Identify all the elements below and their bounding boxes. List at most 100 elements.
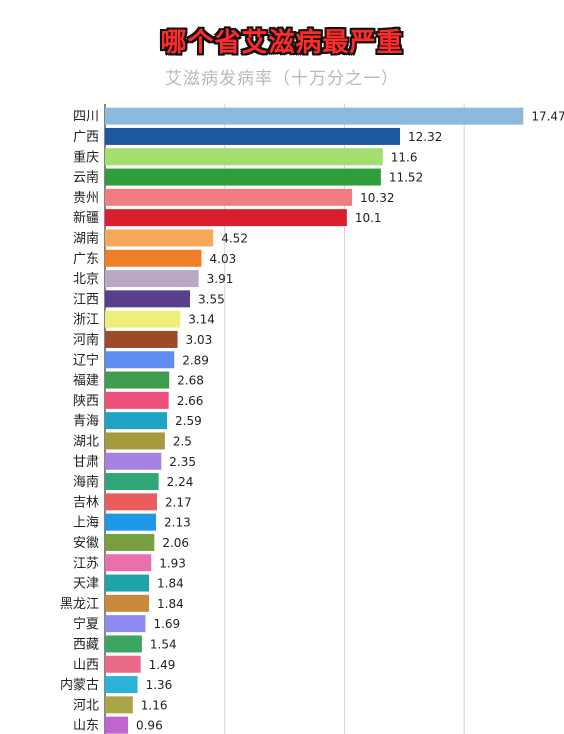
bar: [105, 168, 381, 186]
bar: [105, 249, 202, 267]
category-label: 河南: [73, 332, 99, 348]
bars-group: [105, 107, 524, 734]
category-label: 天津: [73, 577, 99, 592]
bar: [105, 229, 214, 247]
value-label: 10.1: [355, 211, 382, 225]
category-label: 福建: [73, 374, 99, 389]
bar: [105, 554, 152, 572]
category-label: 吉林: [73, 495, 99, 510]
value-label: 2.59: [175, 414, 202, 428]
category-label: 湖北: [73, 434, 99, 449]
value-label: 2.24: [167, 475, 194, 489]
value-label: 0.96: [136, 719, 163, 733]
bar: [105, 371, 170, 389]
bar: [105, 290, 191, 308]
category-label: 陕西: [73, 394, 99, 409]
value-labels: 17.47 12.32 11.6 11.52 10.32 10.1 4.52 4.03 3.91…: [136, 110, 564, 733]
value-label: 1.36: [146, 678, 173, 692]
bar: [105, 513, 157, 531]
bar: [105, 391, 169, 409]
category-label: 新疆: [73, 210, 99, 226]
value-label: 11.6: [391, 150, 418, 164]
bar: [105, 412, 168, 430]
bar: [105, 310, 181, 328]
bar: [105, 127, 401, 145]
bar: [105, 432, 165, 450]
bar: [105, 188, 353, 206]
category-label: 北京: [73, 272, 99, 287]
bar: [105, 696, 133, 714]
value-label: 2.66: [177, 394, 204, 408]
category-label: 四川: [73, 110, 99, 125]
value-label: 1.84: [157, 577, 184, 591]
bar: [105, 270, 199, 288]
value-label: 2.5: [173, 434, 192, 448]
value-label: 1.93: [159, 556, 186, 570]
bar: [105, 330, 178, 348]
category-label: 重庆: [73, 149, 99, 165]
value-label: 2.17: [165, 495, 192, 509]
bar: [105, 473, 159, 491]
category-label: 青海: [73, 414, 99, 429]
value-label: 10.32: [360, 191, 394, 205]
value-label: 12.32: [408, 130, 442, 144]
category-label: 辽宁: [73, 352, 99, 368]
bar: [105, 107, 524, 125]
bar: [105, 351, 175, 369]
category-label: 云南: [73, 170, 99, 186]
bar: [105, 533, 155, 551]
value-label: 2.68: [177, 374, 204, 388]
bar: [105, 594, 150, 612]
category-label: 湖南: [73, 230, 99, 246]
bar: [105, 676, 138, 694]
bar: [105, 635, 142, 653]
value-label: 1.16: [141, 698, 168, 712]
category-label: 甘肃: [73, 455, 99, 470]
category-label: 河北: [73, 698, 99, 713]
category-label: 黑龙江: [60, 597, 99, 612]
value-label: 2.35: [169, 455, 196, 469]
value-label: 1.84: [157, 597, 184, 611]
value-label: 1.54: [150, 637, 177, 651]
value-label: 1.69: [153, 617, 180, 631]
category-label: 江西: [73, 292, 99, 307]
category-label: 浙江: [73, 313, 99, 328]
category-label: 内蒙古: [60, 677, 99, 693]
category-label: 上海: [73, 516, 99, 531]
bar: [105, 493, 157, 511]
value-label: 2.89: [182, 353, 209, 367]
chart-subtitle: 艾滋病发病率（十万分之一）: [165, 69, 399, 89]
category-labels: 四川广西重庆云南贵州新疆湖南广东北京江西浙江河南辽宁福建陕西青海湖北甘肃海南吉林…: [60, 110, 99, 734]
value-label: 4.03: [210, 252, 237, 266]
category-label: 海南: [73, 474, 99, 490]
value-label: 1.49: [149, 658, 176, 672]
value-label: 17.47: [531, 110, 564, 124]
value-label: 3.55: [198, 292, 225, 306]
value-label: 3.91: [207, 272, 234, 286]
bar: [105, 148, 383, 166]
category-label: 西藏: [73, 637, 99, 652]
category-label: 宁夏: [73, 616, 99, 632]
category-label: 山东: [73, 719, 99, 734]
bar: [105, 716, 128, 734]
bar: [105, 452, 162, 470]
value-label: 4.52: [221, 231, 248, 245]
category-label: 广西: [73, 130, 99, 145]
category-label: 贵州: [73, 191, 99, 206]
category-label: 广东: [73, 252, 99, 267]
bar: [105, 655, 141, 673]
value-label: 3.03: [186, 333, 213, 347]
category-label: 江苏: [73, 555, 99, 571]
value-label: 2.13: [164, 516, 191, 530]
value-label: 2.06: [162, 536, 189, 550]
bar: [105, 209, 347, 227]
bar: [105, 574, 150, 592]
bar: [105, 615, 146, 633]
category-label: 安徽: [73, 536, 99, 551]
chart-title: 哪个省艾滋病最严重: [160, 28, 404, 58]
category-label: 山西: [73, 658, 99, 673]
value-label: 3.14: [188, 313, 215, 327]
value-label: 11.52: [389, 171, 423, 185]
